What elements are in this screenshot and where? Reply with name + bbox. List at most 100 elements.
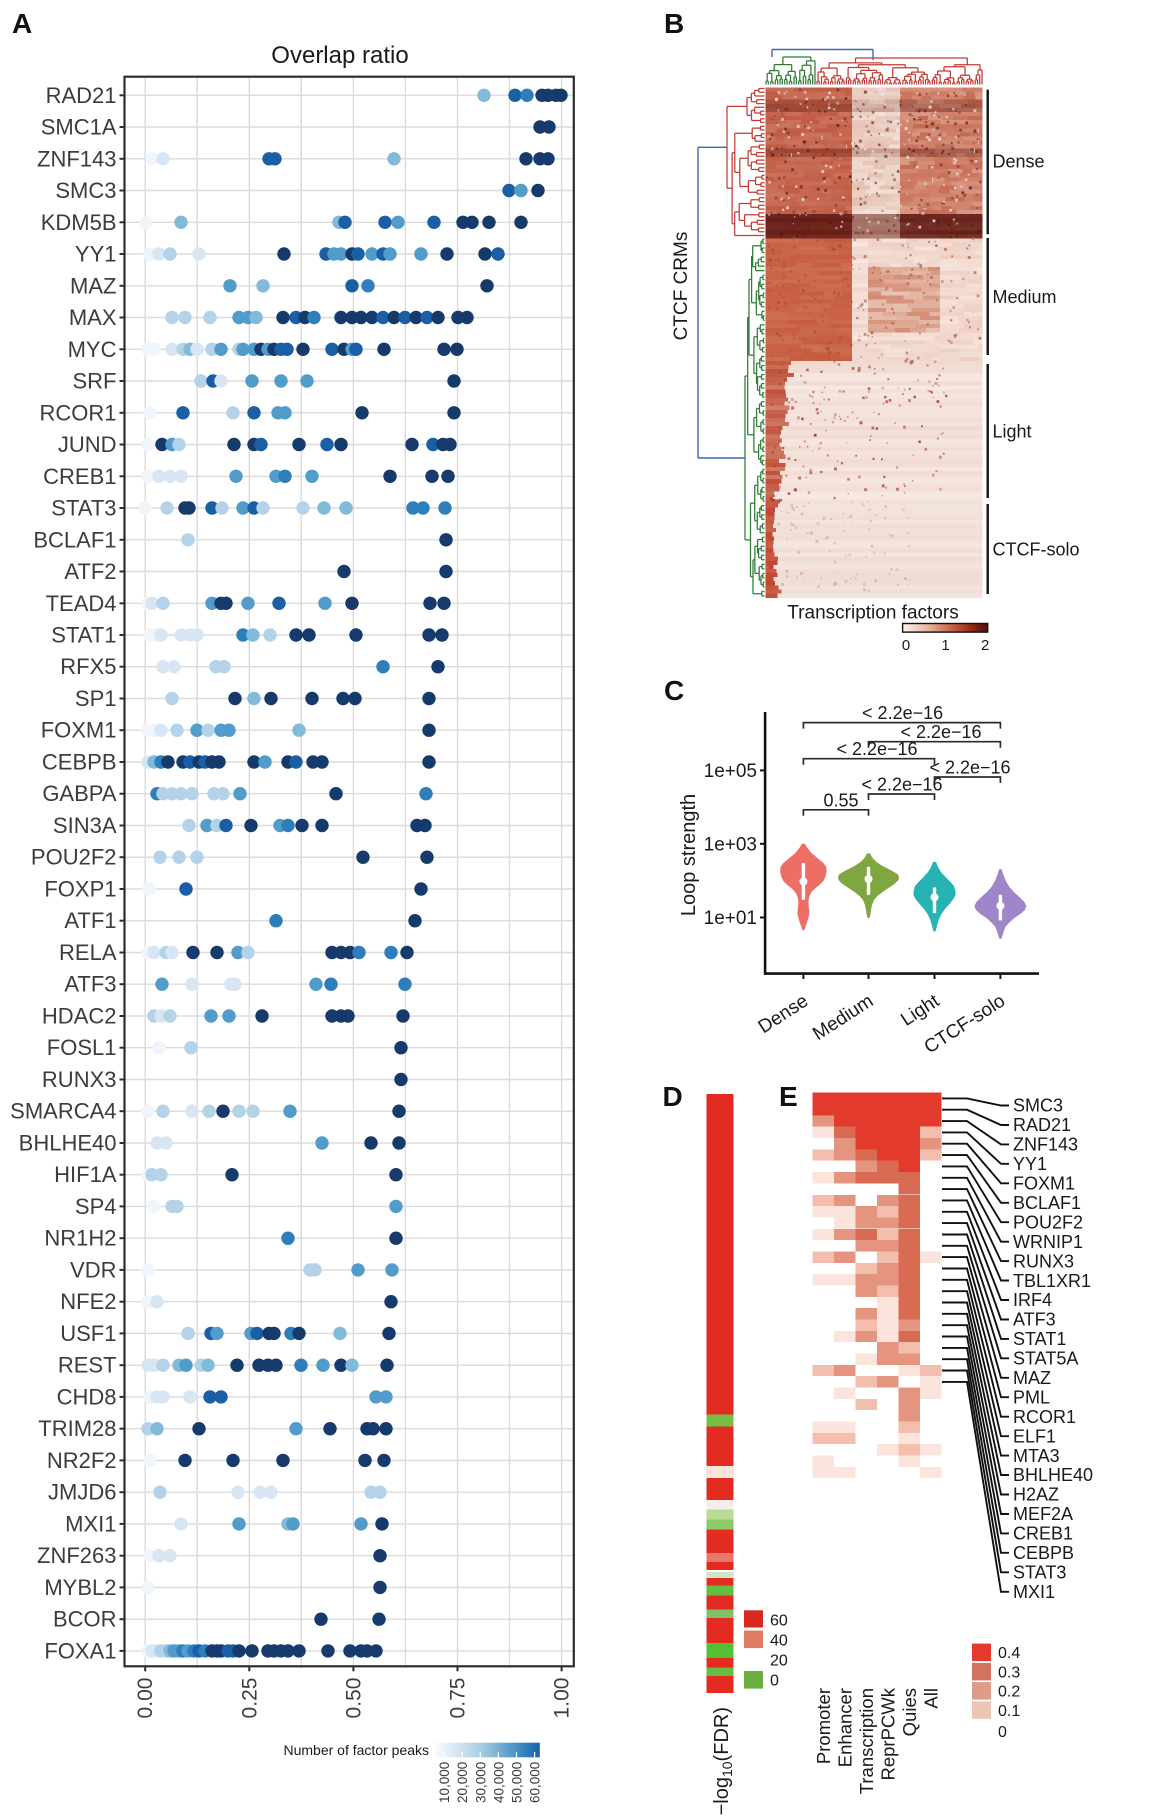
svg-text:ZNF143: ZNF143 xyxy=(37,146,116,171)
svg-text:−log10(FDR): −log10(FDR) xyxy=(711,1707,735,1815)
svg-text:All: All xyxy=(921,1688,942,1709)
svg-text:FOXM1: FOXM1 xyxy=(41,718,117,743)
svg-text:FOSL1: FOSL1 xyxy=(47,1035,117,1060)
svg-text:B: B xyxy=(664,8,684,39)
svg-text:STAT1: STAT1 xyxy=(51,623,116,648)
svg-text:RFX5: RFX5 xyxy=(60,654,116,679)
svg-text:< 2.2e−16: < 2.2e−16 xyxy=(836,739,917,759)
svg-text:< 2.2e−16: < 2.2e−16 xyxy=(929,758,1010,778)
svg-text:0.00: 0.00 xyxy=(134,1678,157,1719)
svg-text:NR1H2: NR1H2 xyxy=(44,1226,116,1251)
svg-text:YY1: YY1 xyxy=(1013,1154,1047,1174)
svg-text:60,000: 60,000 xyxy=(528,1762,543,1803)
svg-text:RAD21: RAD21 xyxy=(1013,1115,1071,1135)
svg-text:PML: PML xyxy=(1013,1388,1050,1408)
svg-text:FOXA1: FOXA1 xyxy=(44,1638,116,1663)
svg-text:TRIM28: TRIM28 xyxy=(38,1416,116,1441)
svg-text:IRF4: IRF4 xyxy=(1013,1290,1052,1310)
svg-text:RAD21: RAD21 xyxy=(46,83,117,108)
svg-text:FOXP1: FOXP1 xyxy=(44,877,116,902)
svg-text:KDM5B: KDM5B xyxy=(41,210,117,235)
svg-text:ZNF143: ZNF143 xyxy=(1013,1135,1078,1155)
svg-text:ATF3: ATF3 xyxy=(64,972,116,997)
svg-text:SP4: SP4 xyxy=(75,1194,117,1219)
svg-text:NFE2: NFE2 xyxy=(60,1289,116,1314)
svg-text:NR2F2: NR2F2 xyxy=(47,1448,117,1473)
svg-text:HIF1A: HIF1A xyxy=(54,1162,117,1187)
svg-text:MEF2A: MEF2A xyxy=(1013,1504,1073,1524)
svg-text:MAZ: MAZ xyxy=(70,273,116,298)
svg-text:STAT1: STAT1 xyxy=(1013,1329,1066,1349)
svg-text:REST: REST xyxy=(58,1353,117,1378)
svg-text:FOXM1: FOXM1 xyxy=(1013,1174,1075,1194)
svg-text:Medium: Medium xyxy=(993,287,1057,307)
svg-text:SMC3: SMC3 xyxy=(1013,1096,1063,1116)
svg-text:1e+03: 1e+03 xyxy=(704,834,757,855)
svg-text:RUNX3: RUNX3 xyxy=(1013,1251,1074,1271)
svg-text:RCOR1: RCOR1 xyxy=(39,400,116,425)
svg-text:0.55: 0.55 xyxy=(823,790,858,810)
svg-text:RELA: RELA xyxy=(59,940,117,965)
svg-text:Transcription: Transcription xyxy=(856,1688,877,1794)
svg-text:JUND: JUND xyxy=(58,432,117,457)
svg-text:POU2F2: POU2F2 xyxy=(31,845,117,870)
svg-text:RCOR1: RCOR1 xyxy=(1013,1407,1076,1427)
svg-text:CTCF CRMs: CTCF CRMs xyxy=(671,232,692,341)
svg-text:50,000: 50,000 xyxy=(510,1762,525,1803)
svg-text:ATF2: ATF2 xyxy=(64,559,116,584)
svg-text:0.2: 0.2 xyxy=(998,1684,1020,1701)
svg-text:Light: Light xyxy=(993,422,1032,442)
svg-text:20,000: 20,000 xyxy=(455,1762,470,1803)
svg-text:40,000: 40,000 xyxy=(491,1762,506,1803)
svg-text:Promoter: Promoter xyxy=(813,1688,834,1764)
svg-text:1: 1 xyxy=(941,637,949,654)
svg-text:SIN3A: SIN3A xyxy=(53,813,117,838)
svg-text:MXI1: MXI1 xyxy=(1013,1582,1055,1602)
svg-text:ATF1: ATF1 xyxy=(64,908,116,933)
svg-text:Number of factor peaks: Number of factor peaks xyxy=(283,1742,429,1758)
svg-text:MYC: MYC xyxy=(68,337,117,362)
svg-text:USF1: USF1 xyxy=(60,1321,116,1346)
svg-text:0.3: 0.3 xyxy=(998,1664,1020,1681)
svg-text:C: C xyxy=(664,675,684,706)
svg-text:SMARCA4: SMARCA4 xyxy=(10,1099,116,1124)
svg-text:10,000: 10,000 xyxy=(437,1762,452,1803)
svg-text:ATF3: ATF3 xyxy=(1013,1310,1056,1330)
svg-text:MTA3: MTA3 xyxy=(1013,1446,1060,1466)
svg-text:A: A xyxy=(12,8,32,39)
svg-text:30,000: 30,000 xyxy=(473,1762,488,1803)
svg-text:1e+05: 1e+05 xyxy=(704,761,757,782)
svg-text:60: 60 xyxy=(770,1613,788,1630)
svg-text:0.75: 0.75 xyxy=(447,1678,470,1719)
svg-text:BHLHE40: BHLHE40 xyxy=(19,1131,117,1156)
svg-text:JMJD6: JMJD6 xyxy=(48,1480,116,1505)
svg-text:CEBPB: CEBPB xyxy=(1013,1543,1074,1563)
svg-text:Loop strength: Loop strength xyxy=(678,794,700,916)
svg-text:Quies: Quies xyxy=(899,1688,920,1736)
svg-text:0.25: 0.25 xyxy=(238,1678,261,1719)
svg-text:RUNX3: RUNX3 xyxy=(42,1067,117,1092)
svg-text:MAX: MAX xyxy=(69,305,117,330)
svg-text:0: 0 xyxy=(770,1673,779,1690)
svg-text:E: E xyxy=(779,1081,798,1112)
svg-text:Enhancer: Enhancer xyxy=(835,1688,856,1767)
svg-text:BCLAF1: BCLAF1 xyxy=(1013,1193,1081,1213)
svg-text:ZNF263: ZNF263 xyxy=(37,1543,116,1568)
svg-text:Dense: Dense xyxy=(993,152,1045,172)
svg-text:STAT3: STAT3 xyxy=(51,496,116,521)
svg-text:GABPA: GABPA xyxy=(42,781,117,806)
svg-text:TEAD4: TEAD4 xyxy=(46,591,117,616)
svg-text:Overlap ratio: Overlap ratio xyxy=(271,42,408,69)
svg-text:Transcription factors: Transcription factors xyxy=(787,603,958,624)
svg-text:SP1: SP1 xyxy=(75,686,117,711)
svg-text:< 2.2e−16: < 2.2e−16 xyxy=(861,775,942,795)
svg-text:MAZ: MAZ xyxy=(1013,1368,1051,1388)
svg-text:H2AZ: H2AZ xyxy=(1013,1485,1059,1505)
svg-text:CHD8: CHD8 xyxy=(57,1384,117,1409)
svg-text:WRNIP1: WRNIP1 xyxy=(1013,1232,1083,1252)
svg-text:SRF: SRF xyxy=(73,369,117,394)
svg-text:SMC1A: SMC1A xyxy=(41,115,117,140)
svg-text:YY1: YY1 xyxy=(75,242,117,267)
svg-text:0.4: 0.4 xyxy=(998,1645,1020,1662)
svg-text:CREB1: CREB1 xyxy=(1013,1524,1073,1544)
